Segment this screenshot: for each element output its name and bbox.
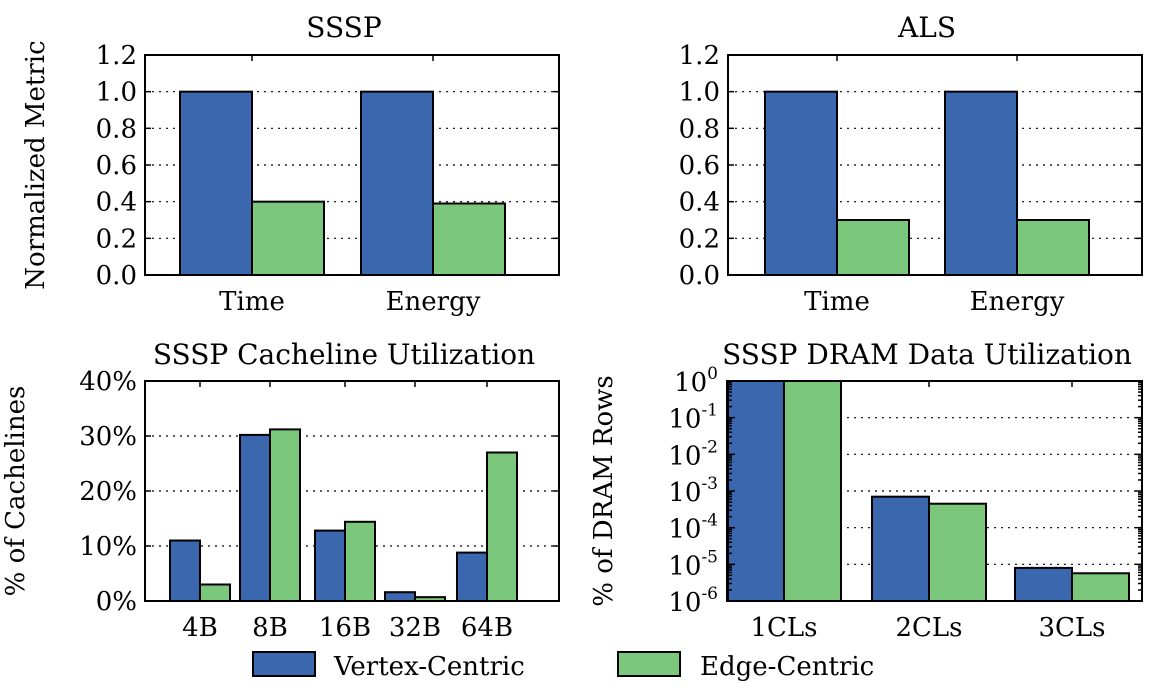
y-tick-label: 100 (674, 364, 718, 398)
bar-edge-centric-16b (344, 520, 376, 602)
x-tick-label: Time (804, 287, 870, 317)
subplot-sssp-cacheline: SSSP Cacheline Utilization % of Cachelin… (1, 338, 560, 643)
x-tick-label: Time (219, 287, 285, 317)
y-tick-label: 0.6 (679, 151, 720, 181)
y-tick-label: 10-1 (668, 401, 718, 435)
bar-edge-centric-1cls (783, 380, 842, 602)
legend-label-vertex: Vertex-Centric (333, 652, 525, 682)
bar-edge-centric-4b (199, 583, 231, 602)
y-tick-label: 1.2 (96, 41, 137, 71)
y-tick-label: 20% (79, 477, 137, 507)
y-tick-label: 0% (96, 587, 137, 617)
y-tick-label: 1.0 (96, 78, 137, 108)
bar-vertex-centric-energy (360, 90, 434, 276)
x-tick-label: Energy (386, 287, 481, 317)
y-tick-label: 0.0 (96, 261, 137, 291)
y-tick-label: 0.8 (96, 114, 137, 144)
bar-vertex-centric-4b (169, 539, 201, 602)
x-tick-label: 2CLs (895, 613, 962, 643)
bar-vertex-centric-2cls (871, 495, 930, 603)
legend-label-edge: Edge-Centric (700, 652, 874, 682)
bar-edge-centric-energy (432, 202, 506, 276)
y-tick-label: 0.4 (679, 188, 720, 218)
chart-title: SSSP Cacheline Utilization (153, 338, 535, 371)
bar-edge-centric-time (836, 219, 910, 276)
x-tick-label: 3CLs (1038, 613, 1105, 643)
y-axis-label: Normalized Metric (21, 40, 51, 289)
bar-vertex-centric-energy (944, 90, 1018, 276)
y-tick-label: 40% (79, 367, 137, 397)
bar-edge-centric-time (251, 200, 325, 277)
bar-vertex-centric-64b (456, 551, 488, 602)
y-tick-label: 1.2 (679, 41, 720, 71)
y-tick-label: 1.0 (679, 78, 720, 108)
y-tick-label: 10-2 (668, 437, 718, 471)
y-axis-label: % of DRAM Rows (589, 375, 619, 606)
y-tick-label: 0.2 (679, 224, 720, 254)
subplot-als: ALS 0.0 0.2 0.4 0.6 0.8 1.0 1.2 Time Energy (679, 11, 1143, 317)
bar-vertex-centric-time (179, 90, 253, 276)
legend: Vertex-Centric Edge-Centric (252, 651, 874, 682)
y-tick-label: 0.2 (96, 224, 137, 254)
y-tick-label: 10-6 (668, 584, 718, 618)
bar-vertex-centric-16b (314, 529, 346, 602)
y-tick-label: 0.6 (96, 151, 137, 181)
y-tick-label: 10-5 (668, 547, 718, 581)
y-tick-label: 10% (79, 532, 137, 562)
x-tick-label: 8B (252, 613, 288, 643)
x-tick-label: 1CLs (750, 613, 817, 643)
y-tick-label: 10-4 (668, 511, 718, 545)
legend-swatch-vertex (252, 651, 316, 677)
bar-vertex-centric-3cls (1014, 566, 1073, 603)
bar-vertex-centric-32b (384, 591, 416, 603)
x-tick-label: Energy (970, 287, 1065, 317)
legend-swatch-edge (617, 651, 681, 677)
bar-vertex-centric-8b (239, 433, 271, 602)
y-tick-label: 0.4 (96, 188, 137, 218)
chart-title: SSSP DRAM Data Utilization (722, 338, 1132, 371)
x-tick-label: 64B (461, 613, 513, 643)
bar-edge-centric-64b (486, 451, 518, 602)
subplot-sssp: SSSP Normalized Metric 0.0 0.2 0.4 0.6 0.8 1.… (21, 11, 560, 317)
y-tick-label: 0.8 (679, 114, 720, 144)
x-tick-label: 32B (389, 613, 441, 643)
subplot-sssp-dram: SSSP DRAM Data Utilization % of DRAM Row… (589, 338, 1143, 643)
bar-edge-centric-energy (1016, 219, 1090, 276)
bar-vertex-centric-1cls (726, 380, 785, 602)
bar-edge-centric-3cls (1071, 572, 1130, 603)
y-tick-label: 0.0 (679, 261, 720, 291)
bar-edge-centric-8b (269, 428, 301, 602)
y-tick-label: 30% (79, 422, 137, 452)
x-tick-label: 4B (182, 613, 218, 643)
chart-title: SSSP (306, 11, 381, 44)
x-tick-label: 16B (319, 613, 371, 643)
bar-edge-centric-2cls (928, 502, 987, 603)
bar-vertex-centric-time (764, 90, 838, 276)
chart-title: ALS (897, 11, 956, 44)
y-axis-label: % of Cachelines (1, 386, 31, 597)
y-tick-label: 10-3 (668, 474, 718, 508)
